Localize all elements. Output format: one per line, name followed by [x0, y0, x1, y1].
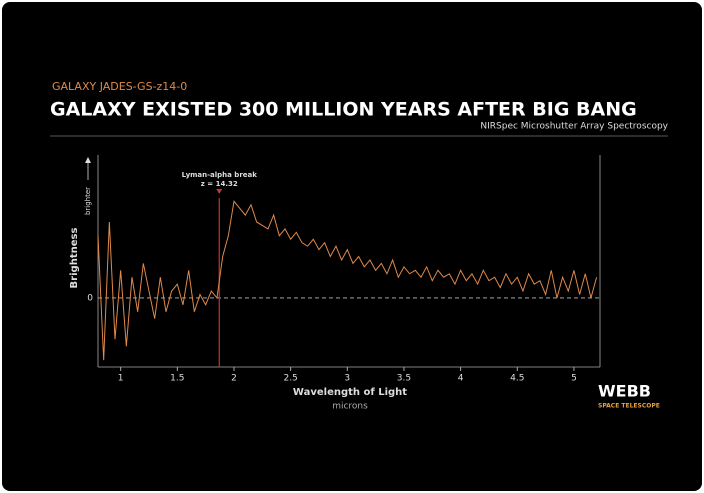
x-tick-label: 2 [231, 374, 237, 384]
x-tick-label: 5 [571, 374, 577, 384]
x-tick-label: 3 [344, 374, 350, 384]
kicker: GALAXY JADES-GS-z14-0 [52, 80, 187, 93]
x-tick-label: 2.5 [283, 374, 297, 384]
x-tick-label: 4 [458, 374, 464, 384]
y-arrow-label: brighter [84, 187, 92, 215]
x-tick-label: 4.5 [510, 374, 524, 384]
annotation-text: z = 14.32 [201, 180, 238, 188]
x-tick-label: 1 [118, 374, 124, 384]
y-axis-label: Brightness [69, 228, 80, 289]
y-tick-label: 0 [87, 293, 93, 303]
y-arrow-head [85, 157, 91, 163]
x-axis-label: Wavelength of Light [293, 387, 407, 398]
x-tick-label: 3.5 [397, 374, 411, 384]
logo-title: WEBB [598, 382, 651, 401]
annotation-marker [216, 189, 223, 194]
chart-title: GALAXY EXISTED 300 MILLION YEARS AFTER B… [50, 99, 637, 121]
x-unit: microns [332, 402, 368, 412]
annotation-title: Lyman-alpha break [182, 171, 258, 179]
spectrum-line [97, 200, 598, 361]
subtitle: NIRSpec Microshutter Array Spectroscopy [480, 122, 668, 132]
x-tick-label: 1.5 [170, 374, 184, 384]
logo-text: SPACE TELESCOPE [598, 403, 660, 410]
